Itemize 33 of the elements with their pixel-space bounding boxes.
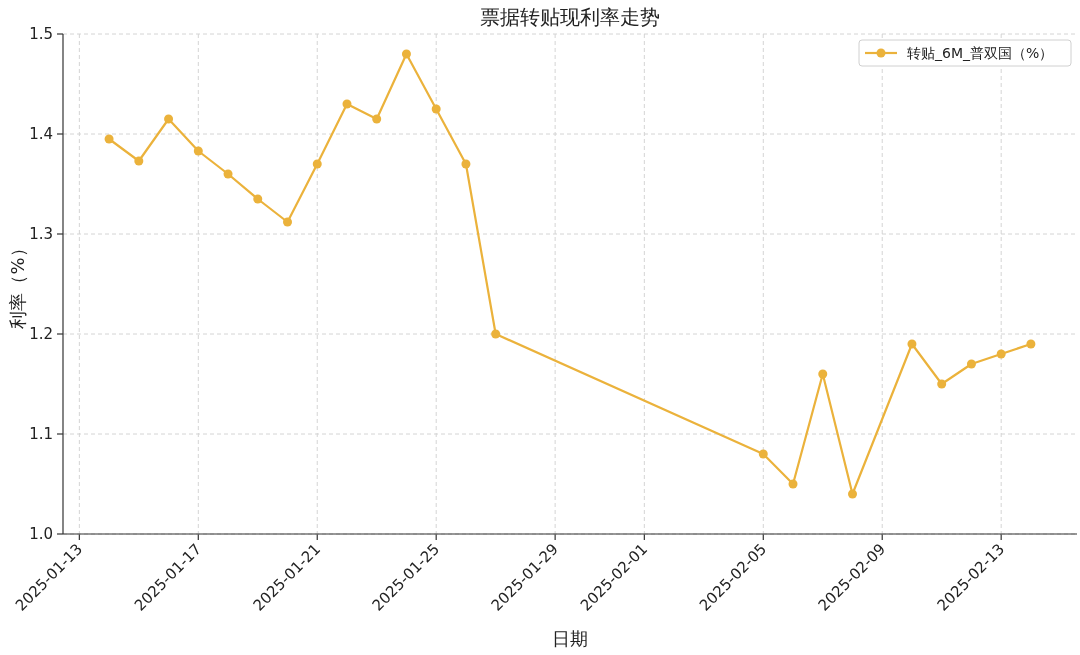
legend-label: 转贴_6M_普双国（%）: [907, 45, 1054, 61]
point: [253, 194, 263, 204]
y-tick-label: 1.2: [29, 325, 53, 343]
y-tick-label: 1.5: [29, 25, 53, 43]
point: [491, 329, 501, 339]
y-axis-title: 利率（%）: [7, 239, 28, 329]
x-axis-title: 日期: [552, 628, 588, 649]
point: [937, 379, 947, 389]
point: [312, 159, 322, 169]
point: [372, 114, 382, 124]
chart-title: 票据转贴现利率走势: [480, 5, 660, 29]
point: [401, 49, 411, 59]
point: [847, 489, 857, 499]
point: [431, 104, 441, 114]
point: [223, 169, 233, 179]
point: [342, 99, 352, 109]
point: [818, 369, 828, 379]
point: [788, 479, 798, 489]
point: [1026, 339, 1036, 349]
point: [283, 217, 293, 227]
point: [134, 156, 144, 166]
point: [758, 449, 768, 459]
point: [966, 359, 976, 369]
point: [193, 146, 203, 156]
y-tick-label: 1.3: [29, 225, 53, 243]
point: [164, 114, 174, 124]
point: [907, 339, 917, 349]
point: [996, 349, 1006, 359]
y-tick-label: 1.0: [29, 525, 53, 543]
y-tick-label: 1.1: [29, 425, 53, 443]
point: [104, 134, 114, 144]
y-tick-label: 1.4: [29, 125, 53, 143]
point: [461, 159, 471, 169]
